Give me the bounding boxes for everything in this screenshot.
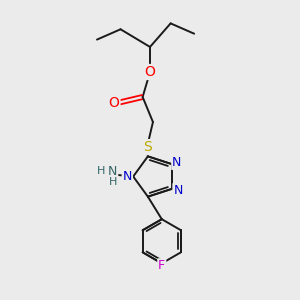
Text: N: N xyxy=(123,170,132,183)
Text: O: O xyxy=(109,96,119,110)
Text: N: N xyxy=(173,184,183,197)
Text: N: N xyxy=(108,165,117,178)
Text: H: H xyxy=(97,166,105,176)
Text: F: F xyxy=(158,259,165,272)
Text: H: H xyxy=(108,177,117,188)
Text: S: S xyxy=(143,140,152,154)
Text: N: N xyxy=(172,156,182,169)
Text: O: O xyxy=(145,65,155,79)
